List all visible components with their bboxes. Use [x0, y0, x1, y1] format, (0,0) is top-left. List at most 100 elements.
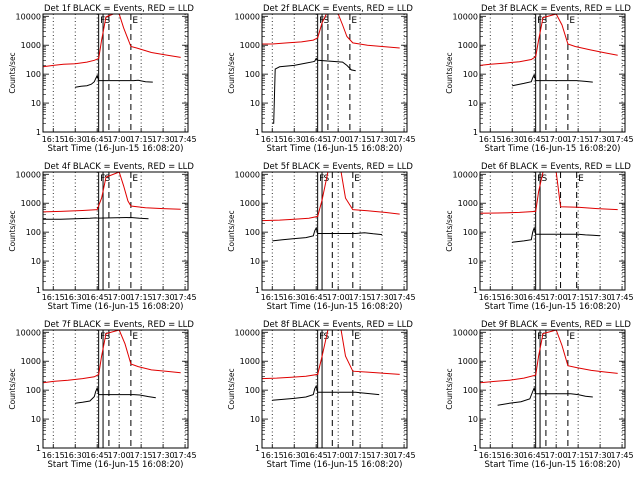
y-tick-label: 10000 — [16, 12, 41, 21]
y-tick-label: 10000 — [235, 170, 260, 179]
x-tick-label: 17:00 — [545, 135, 568, 144]
x-tick-label: 17:00 — [108, 293, 131, 302]
y-axis-label: Counts/sec — [227, 210, 236, 251]
lld-series-line — [262, 172, 400, 222]
y-axis-label: Counts/sec — [8, 368, 17, 409]
y-axis-label: Counts/sec — [445, 52, 454, 93]
x-tick-label: 16:45 — [305, 135, 328, 144]
events-series-line — [272, 226, 383, 242]
y-tick-label: 10 — [250, 415, 260, 424]
plot-frame — [42, 13, 189, 133]
y-tick-label: 10000 — [453, 170, 478, 179]
y-tick-label: 1 — [473, 444, 478, 453]
y-tick-label: 10 — [468, 257, 478, 266]
x-tick-label: 17:00 — [108, 135, 131, 144]
x-tick-label: 17:15 — [567, 135, 590, 144]
detector-panel: Det 4f BLACK = Events, RED = LLD 1 10 100 10… — [8, 162, 197, 312]
x-tick-label: 17:30 — [371, 135, 394, 144]
y-tick-label: 1000 — [240, 199, 260, 208]
marker-label: E — [132, 16, 138, 26]
marker-label: E — [354, 332, 360, 342]
x-tick-label: 16:15 — [42, 451, 65, 460]
x-tick-label: 17:15 — [567, 451, 590, 460]
x-tick-label: 17:45 — [393, 451, 416, 460]
x-axis-label: Start Time (16-Jun-15 16:08:20) — [485, 460, 621, 470]
lld-series-line — [480, 14, 618, 66]
y-tick-label: 10 — [31, 257, 41, 266]
marker-label: S — [105, 16, 111, 26]
x-tick-label: 16:30 — [501, 135, 524, 144]
x-axis-label: Start Time (16-Jun-15 16:08:20) — [267, 144, 403, 154]
x-tick-label: 16:15 — [261, 293, 284, 302]
y-tick-label: 1 — [255, 286, 260, 295]
x-tick-label: 16:45 — [305, 451, 328, 460]
x-tick-label: 17:15 — [130, 293, 153, 302]
panel-title: Det 9f BLACK = Events, RED = LLD — [481, 320, 631, 330]
y-tick-label: 1 — [255, 444, 260, 453]
x-tick-label: 16:30 — [283, 135, 306, 144]
x-tick-label: 16:30 — [501, 451, 524, 460]
lld-series-line — [43, 14, 181, 68]
x-tick-label: 17:30 — [152, 451, 175, 460]
x-tick-label: 16:45 — [305, 293, 328, 302]
plot-frame — [261, 329, 408, 449]
x-axis-label: Start Time (16-Jun-15 16:08:20) — [267, 302, 403, 312]
x-tick-label: 16:15 — [42, 293, 65, 302]
y-tick-label: 100 — [26, 228, 41, 237]
y-tick-label: 10000 — [453, 328, 478, 337]
x-tick-label: 16:45 — [523, 293, 546, 302]
x-tick-label: 17:00 — [108, 451, 131, 460]
y-tick-label: 100 — [463, 70, 478, 79]
x-axis-label: Start Time (16-Jun-15 16:08:20) — [267, 460, 403, 470]
x-tick-label: 16:45 — [523, 135, 546, 144]
lld-series-line — [480, 172, 618, 214]
x-tick-label: 17:15 — [349, 293, 372, 302]
panel-title: Det 6f BLACK = Events, RED = LLD — [481, 162, 631, 172]
x-tick-label: 16:45 — [86, 451, 109, 460]
marker-label: S — [542, 16, 548, 26]
lld-series-line — [43, 172, 181, 213]
y-tick-label: 1000 — [458, 41, 478, 50]
panel-title: Det 4f BLACK = Events, RED = LLD — [44, 162, 194, 172]
x-tick-label: 17:00 — [545, 293, 568, 302]
detector-panel: Det 3f BLACK = Events, RED = LLD 1 10 100 10… — [445, 4, 634, 154]
y-tick-label: 10000 — [16, 328, 41, 337]
y-tick-label: 1 — [473, 286, 478, 295]
panel-title: Det 8f BLACK = Events, RED = LLD — [263, 320, 413, 330]
y-tick-label: 1000 — [21, 199, 41, 208]
x-tick-label: 17:15 — [349, 135, 372, 144]
detector-panel: Det 2f BLACK = Events, RED = LLD 1 10 100 10… — [227, 4, 416, 154]
x-tick-label: 17:30 — [371, 293, 394, 302]
x-tick-label: 16:30 — [64, 451, 87, 460]
x-tick-label: 16:15 — [261, 451, 284, 460]
events-series-line — [497, 386, 593, 406]
x-tick-label: 16:30 — [64, 135, 87, 144]
y-tick-label: 1000 — [240, 357, 260, 366]
y-axis-label: Counts/sec — [445, 368, 454, 409]
marker-label: E — [569, 332, 575, 342]
events-series-line — [75, 74, 153, 88]
x-tick-label: 17:15 — [567, 293, 590, 302]
x-tick-label: 16:15 — [42, 135, 65, 144]
panel-title: Det 1f BLACK = Events, RED = LLD — [44, 4, 194, 14]
x-tick-label: 16:30 — [283, 293, 306, 302]
x-tick-label: 16:15 — [479, 293, 502, 302]
x-tick-label: 17:45 — [611, 451, 634, 460]
y-tick-label: 100 — [245, 386, 260, 395]
detector-panel: Det 1f BLACK = Events, RED = LLD 1 10 100 10… — [8, 4, 197, 154]
y-tick-label: 10 — [250, 99, 260, 108]
plot-frame — [261, 171, 408, 291]
y-tick-label: 1 — [473, 128, 478, 137]
x-tick-label: 17:30 — [589, 135, 612, 144]
y-axis-label: Counts/sec — [227, 52, 236, 93]
detector-panel: Det 6f BLACK = Events, RED = LLD 1 10 100 10… — [445, 162, 634, 312]
x-tick-label: 16:15 — [479, 135, 502, 144]
x-tick-label: 16:15 — [479, 451, 502, 460]
x-tick-label: 16:45 — [86, 135, 109, 144]
y-tick-label: 1000 — [240, 41, 260, 50]
plot-frame — [261, 13, 408, 133]
detector-panel: Det 9f BLACK = Events, RED = LLD 1 10 100 10… — [445, 320, 634, 470]
x-tick-label: 16:45 — [86, 293, 109, 302]
detector-panel: Det 7f BLACK = Events, RED = LLD 1 10 100 10… — [8, 320, 197, 470]
